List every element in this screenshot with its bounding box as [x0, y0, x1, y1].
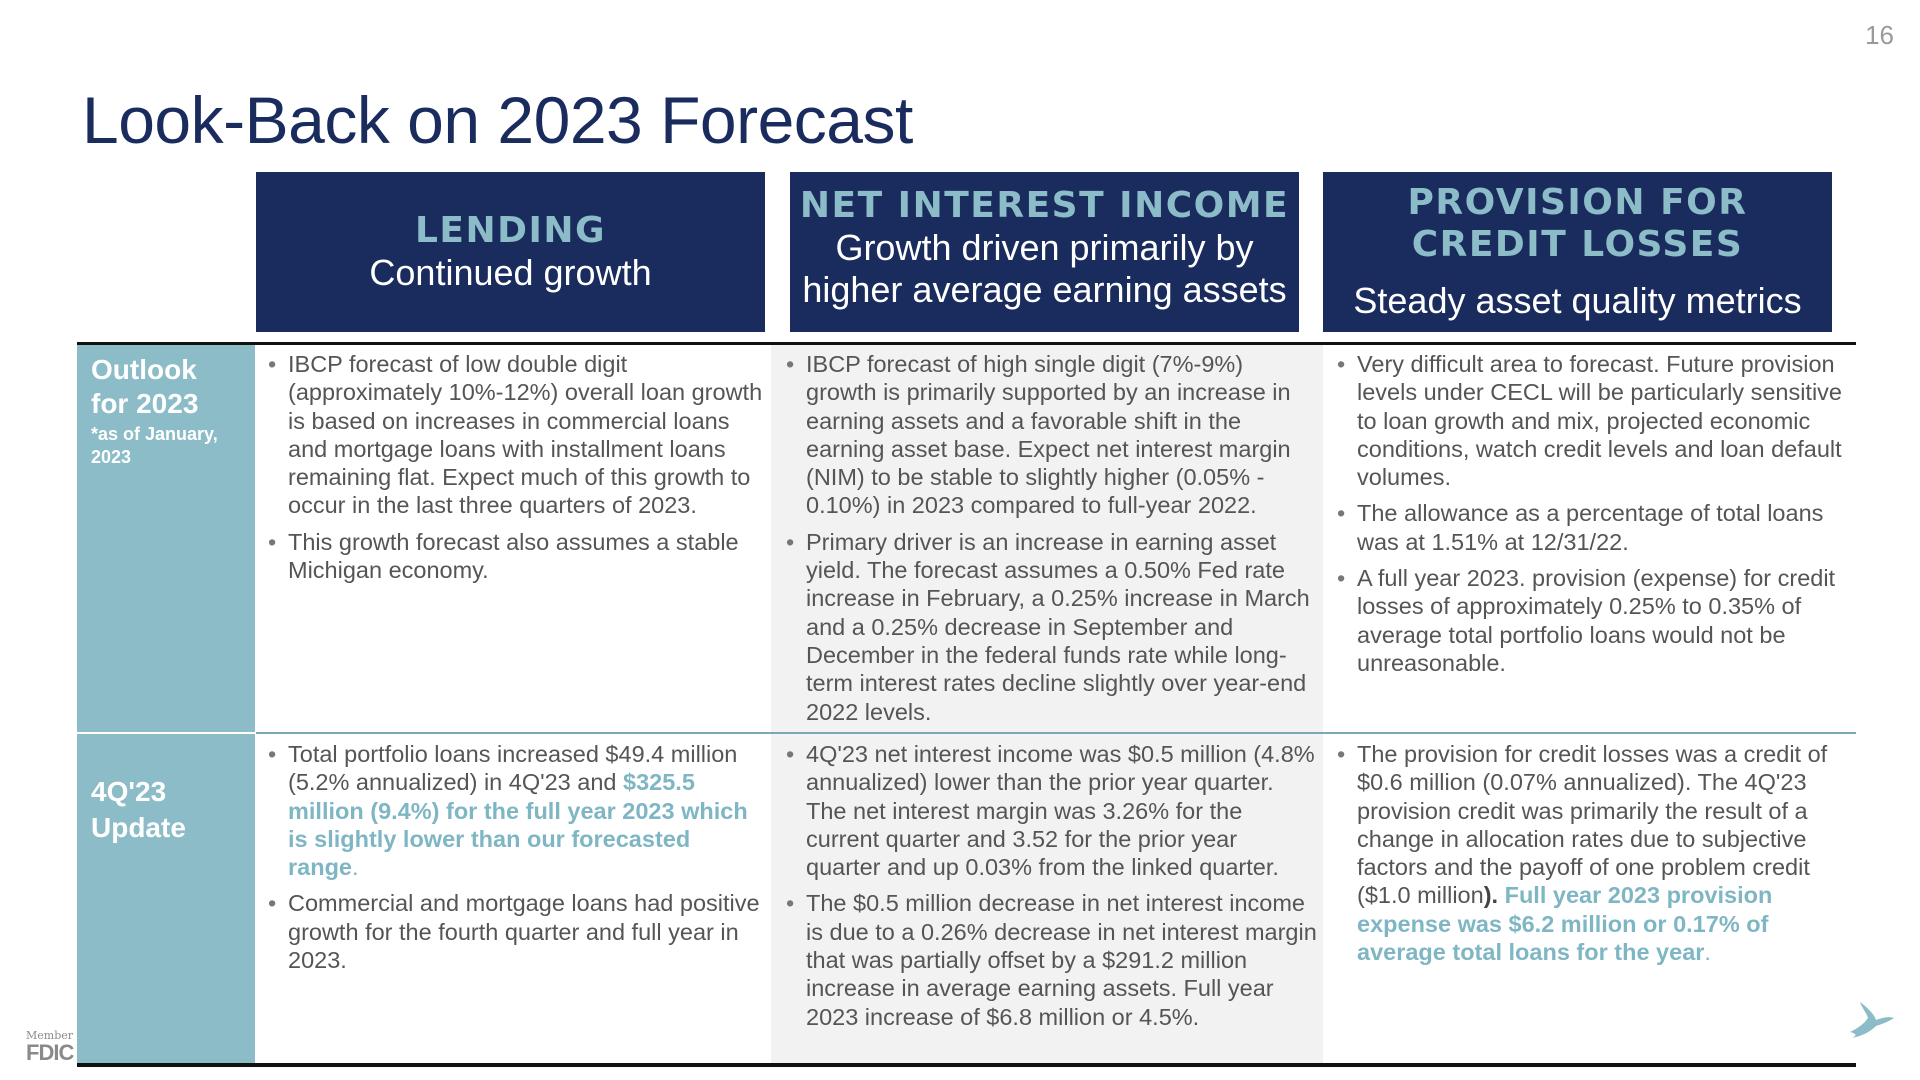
row-label-text: Outlook for 2023 — [91, 354, 199, 419]
bird-logo-icon — [1850, 1002, 1894, 1038]
page-number: 16 — [1865, 20, 1894, 50]
row-label-note: *as of January, 2023 — [91, 424, 218, 467]
cell-outlook-nii: IBCP forecast of high single digit (7%-9… — [784, 350, 1318, 734]
cell-outlook-lending: IBCP forecast of low double digit (appro… — [266, 350, 766, 592]
bullet-item: The provision for credit losses was a cr… — [1335, 740, 1845, 966]
row-label-update: 4Q'23 Update — [77, 734, 255, 1063]
bullet-item: Commercial and mortgage loans had positi… — [266, 889, 766, 974]
bullet-text: Total portfolio loans increased $49.4 mi… — [288, 741, 738, 796]
bullet-item: 4Q'23 net interest income was $0.5 milli… — [784, 740, 1318, 881]
column-header-net-interest-income: NET INTEREST INCOME Growth driven primar… — [790, 172, 1299, 332]
cell-update-nii: 4Q'23 net interest income was $0.5 milli… — [784, 740, 1318, 1039]
fdic-member-text: Member — [26, 1029, 74, 1042]
row-label-outlook: Outlook for 2023 *as of January, 2023 — [77, 345, 255, 732]
column-subtitle: Steady asset quality metrics — [1353, 280, 1802, 321]
bullet-item: Primary driver is an increase in earning… — [784, 528, 1318, 726]
cell-update-provision: The provision for credit losses was a cr… — [1335, 740, 1845, 974]
column-subtitle: Growth driven primarily by higher averag… — [802, 227, 1287, 310]
column-header-lending: LENDING Continued growth — [256, 172, 765, 332]
bullet-item: IBCP forecast of low double digit (appro… — [266, 350, 766, 520]
bullet-text-bold: ). — [1483, 882, 1505, 909]
bullet-item: The allowance as a percentage of total l… — [1335, 499, 1845, 556]
table-bottom-rule — [77, 1063, 1856, 1067]
row-label-line2: Update — [91, 812, 186, 843]
column-category-line1: PROVISION FOR — [1407, 182, 1748, 223]
table-top-rule — [77, 342, 1856, 345]
cell-outlook-provision: Very difficult area to forecast. Future … — [1335, 350, 1845, 685]
bullet-text-end: . — [1704, 939, 1711, 966]
bullet-item: A full year 2023. provision (expense) fo… — [1335, 564, 1845, 677]
fdic-text: FDIC — [26, 1040, 74, 1065]
bullet-text: The provision for credit losses was a cr… — [1357, 741, 1828, 909]
highlight-text: Full year 2023 provision expense was $6.… — [1357, 882, 1773, 966]
row-label-line1: 4Q'23 — [91, 776, 167, 807]
bullet-item: This growth forecast also assumes a stab… — [266, 528, 766, 585]
cell-update-lending: Total portfolio loans increased $49.4 mi… — [266, 740, 766, 982]
page-title: Look-Back on 2023 Forecast — [82, 83, 913, 157]
column-category: LENDING — [414, 210, 607, 251]
bullet-item: Very difficult area to forecast. Future … — [1335, 350, 1845, 491]
bullet-item: The $0.5 million decrease in net interes… — [784, 889, 1318, 1030]
column-category-line2: CREDIT LOSSES — [1411, 224, 1744, 265]
bullet-item: Total portfolio loans increased $49.4 mi… — [266, 740, 766, 881]
row-divider — [256, 732, 1856, 734]
highlight-text: $325.5 million (9.4%) for the full year … — [288, 769, 748, 881]
bullet-item: IBCP forecast of high single digit (7%-9… — [784, 350, 1318, 520]
column-category: NET INTEREST INCOME — [799, 185, 1290, 226]
column-header-provision: PROVISION FOR CREDIT LOSSES Steady asset… — [1323, 172, 1832, 332]
bullet-text-end: . — [352, 854, 359, 881]
column-subtitle: Continued growth — [369, 252, 652, 293]
fdic-logo: Member FDIC — [26, 1029, 74, 1065]
